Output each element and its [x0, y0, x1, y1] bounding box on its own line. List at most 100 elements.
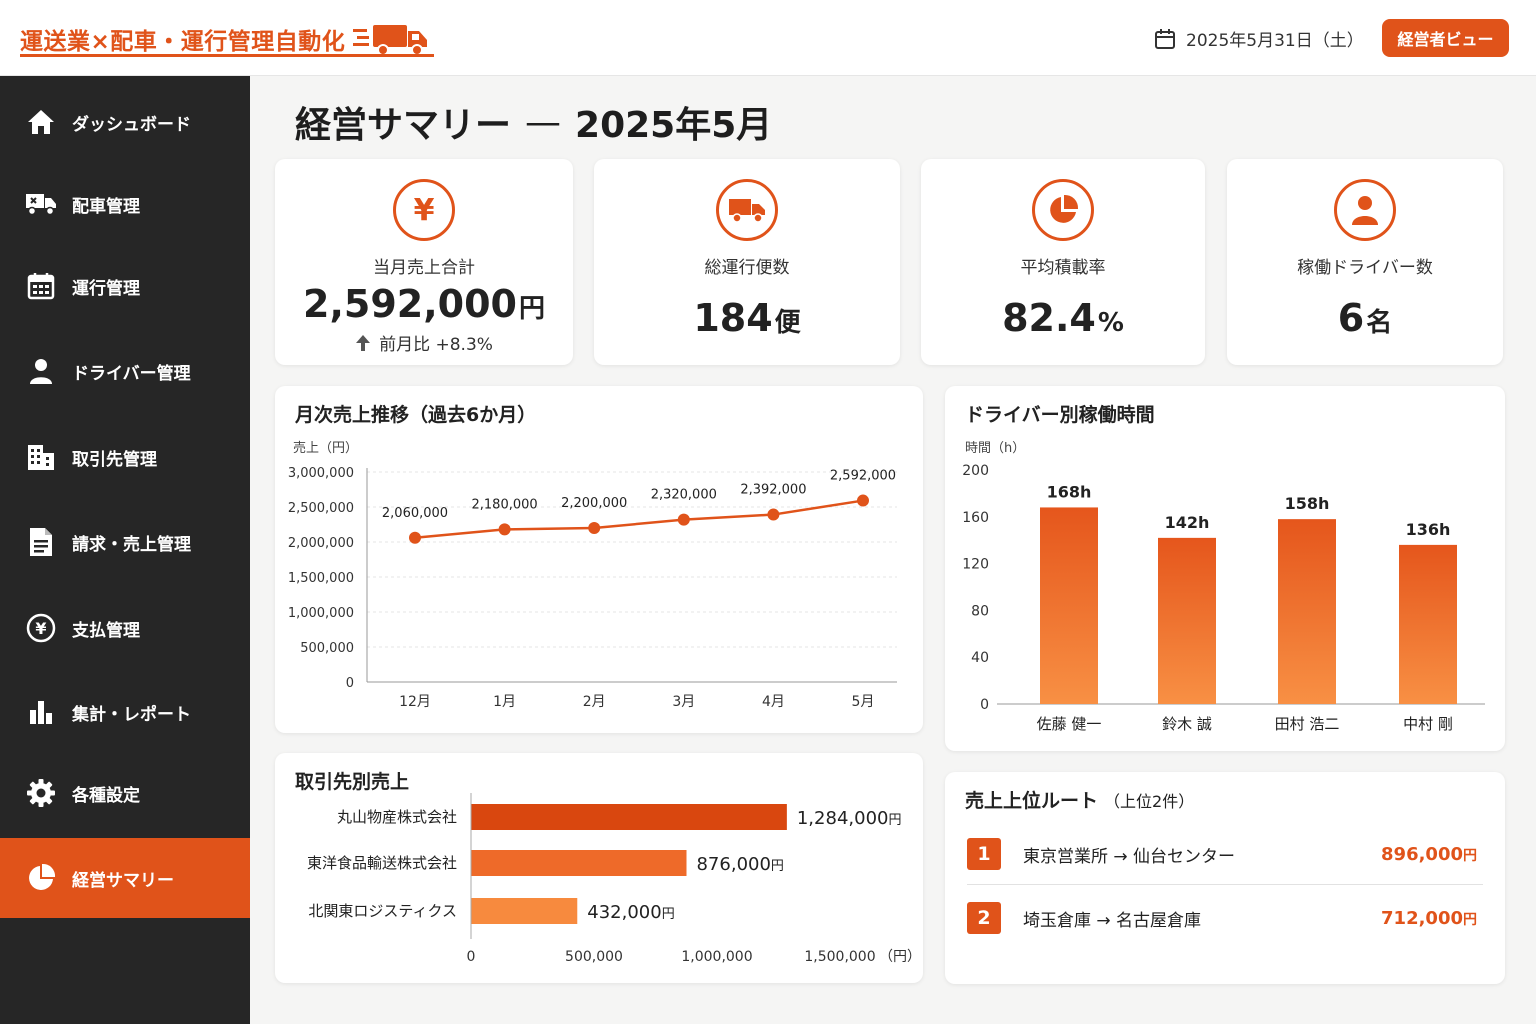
- yen-icon: ¥: [393, 179, 455, 241]
- sidebar-item-label: ドライバー管理: [72, 363, 191, 384]
- sidebar-item-label: 各種設定: [72, 785, 140, 806]
- y-tick-label: 200: [962, 463, 989, 479]
- bar: [471, 898, 578, 924]
- arrow-up-icon: [356, 334, 371, 351]
- current-date: 2025年5月31日（土）: [1154, 26, 1364, 51]
- sales-series-line: [414, 499, 864, 540]
- data-label: 876,000円: [696, 854, 783, 875]
- page-title-text: 経営サマリー: [295, 105, 512, 146]
- sidebar-item-billing[interactable]: 請求・売上管理: [0, 502, 250, 582]
- bar: [471, 804, 787, 830]
- data-label: 2,392,000: [740, 483, 806, 498]
- kpi-number: 184: [693, 296, 773, 340]
- bar: [1399, 544, 1457, 704]
- sidebar-item-dashboard[interactable]: ダッシュボード: [0, 82, 250, 162]
- routes-title: 売上上位ルート （上位2件）: [965, 786, 1194, 813]
- kpi-value: 6名: [1338, 296, 1392, 340]
- driver-hours-bar-chart: 時間（h） 0 40 80 120 160 200 168h 佐藤 健一 142h 鈴木 誠 158h…: [962, 441, 1485, 733]
- route-row[interactable]: 2 埼玉倉庫 → 名古屋倉庫 712,000円: [967, 886, 1483, 950]
- sidebar-item-clients[interactable]: 取引先管理: [0, 417, 250, 497]
- sidebar-item-reports[interactable]: 集計・レポート: [0, 672, 250, 752]
- data-label: 2,180,000: [472, 497, 538, 512]
- route-rank-badge: 1: [967, 838, 1001, 870]
- sidebar-item-label: 運行管理: [72, 278, 140, 299]
- svg-text:¥: ¥: [35, 619, 46, 638]
- sidebar-item-settings[interactable]: 各種設定: [0, 753, 250, 833]
- sidebar-item-label: 請求・売上管理: [72, 534, 191, 555]
- sidebar-item-drivers[interactable]: ドライバー管理: [0, 331, 250, 411]
- sidebar-item-dispatch[interactable]: 配車管理: [0, 164, 250, 244]
- kpi-label: 稼働ドライバー数: [1297, 258, 1433, 278]
- y-tick-label: 2,000,000: [288, 536, 354, 551]
- kpi-unit: 便: [774, 308, 801, 338]
- route-amount-unit: 円: [1463, 847, 1477, 864]
- x-tick-label: 5月: [852, 694, 875, 710]
- kpi-card-drivers: 稼働ドライバー数 6名: [1227, 159, 1503, 365]
- route-amount-value: 712,000: [1381, 907, 1463, 929]
- chart-title: ドライバー別稼働時間: [965, 404, 1155, 426]
- driver-hours-card: ドライバー別稼働時間 時間（h） 0 40 80 120 160 200 168h 佐藤 健一 1…: [945, 386, 1505, 751]
- y-tick-label: 120: [962, 557, 989, 573]
- data-label: 168h: [1047, 482, 1092, 501]
- chart-title: 取引先別売上: [295, 771, 410, 793]
- data-point: [857, 494, 869, 507]
- page-period: 2025年5月: [575, 105, 773, 146]
- data-label: 142h: [1165, 513, 1210, 532]
- title-dash: —: [525, 101, 562, 143]
- bar: [1040, 507, 1098, 704]
- data-label: 1,284,000円: [797, 808, 902, 829]
- x-tick-label: 12月: [399, 694, 431, 710]
- category-label: 北関東ロジスティクス: [308, 902, 457, 920]
- sidebar-item-executive-summary[interactable]: 経営サマリー: [0, 838, 250, 918]
- sidebar-item-payments[interactable]: ¥ 支払管理: [0, 588, 250, 668]
- x-tick-label: 4月: [762, 694, 785, 710]
- document-icon: [24, 525, 58, 559]
- bar: [471, 850, 687, 876]
- routes-subtitle: （上位2件）: [1104, 792, 1195, 811]
- data-label: 2,200,000: [561, 496, 627, 511]
- app-logo[interactable]: 運送業×配車・運行管理自動化: [20, 18, 431, 60]
- x-tick-label: 佐藤 健一: [1037, 715, 1102, 733]
- data-point: [409, 531, 421, 544]
- date-text: 2025年5月31日（土）: [1186, 31, 1364, 51]
- kpi-label: 総運行便数: [704, 258, 790, 278]
- y-tick-label: 1,500,000: [288, 571, 354, 586]
- data-label: 2,060,000: [382, 506, 448, 521]
- executive-view-button[interactable]: 経営者ビュー: [1382, 19, 1509, 57]
- truck-icon: [716, 179, 778, 241]
- route-row[interactable]: 1 東京営業所 → 仙台センター 896,000円: [967, 822, 1483, 886]
- kpi-change-text: 前月比 +8.3%: [379, 335, 493, 355]
- sidebar-item-operations[interactable]: 運行管理: [0, 246, 250, 326]
- kpi-number: 82.4: [1002, 296, 1096, 340]
- bar: [1278, 519, 1336, 704]
- calendar-icon: [24, 269, 58, 303]
- kpi-value: 184便: [693, 296, 800, 340]
- sidebar: ダッシュボード 配車管理 運行管理 ドライバー管理 取引先管理 請求・売上管理 …: [0, 76, 250, 1024]
- data-label: 2,320,000: [651, 488, 717, 503]
- chart-title: 月次売上推移（過去6か月）: [295, 404, 537, 426]
- x-tick-label: 1,500,000: [804, 949, 875, 965]
- bar: [1158, 537, 1216, 704]
- sidebar-item-label: ダッシュボード: [72, 114, 191, 135]
- route-amount: 896,000円: [1381, 844, 1477, 865]
- kpi-card-trips: 総運行便数 184便: [594, 159, 900, 365]
- monthly-sales-line-chart: 売上（円） 0 500,000 1,000,000 1,500,000 2,000,000…: [288, 440, 897, 710]
- logo-text: 運送業×配車・運行管理自動化: [20, 29, 346, 55]
- person-icon: [1334, 179, 1396, 241]
- y-tick-label: 0: [980, 697, 989, 713]
- svg-text:¥: ¥: [414, 193, 435, 228]
- pie-chart-icon: [24, 861, 58, 895]
- kpi-value: 82.4%: [1002, 296, 1124, 340]
- sidebar-item-label: 取引先管理: [72, 449, 157, 470]
- route-rank-badge: 2: [967, 902, 1001, 934]
- data-label: 432,000円: [587, 902, 674, 923]
- pie-chart-icon: [1032, 179, 1094, 241]
- monthly-sales-card: 月次売上推移（過去6か月） 売上（円） 0 500,000 1,000,000 1,50…: [275, 386, 923, 733]
- page-title: 経営サマリー — 2025年5月: [295, 96, 772, 148]
- dispatch-truck-icon: [24, 187, 58, 221]
- app-header: 運送業×配車・運行管理自動化 2025年5月31日（土） 経営者ビュー: [0, 0, 1536, 76]
- top-routes-card: 売上上位ルート （上位2件） 1 東京営業所 → 仙台センター 896,000円 …: [945, 772, 1505, 984]
- data-point: [498, 523, 511, 536]
- kpi-unit: 名: [1366, 308, 1393, 338]
- category-label: 丸山物産株式会社: [337, 808, 457, 826]
